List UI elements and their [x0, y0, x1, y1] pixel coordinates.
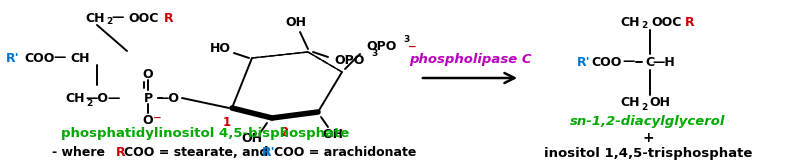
- Text: CH: CH: [620, 15, 640, 29]
- Text: CH: CH: [620, 96, 640, 110]
- Text: COO = stearate, and: COO = stearate, and: [124, 146, 272, 159]
- Text: OOC: OOC: [129, 11, 159, 25]
- Text: OPO: OPO: [367, 40, 397, 53]
- Text: CH: CH: [65, 92, 85, 104]
- Text: sn-1,2-diacylglycerol: sn-1,2-diacylglycerol: [571, 116, 725, 129]
- Text: —: —: [623, 55, 635, 69]
- Text: OH: OH: [242, 132, 262, 144]
- Text: - where: - where: [52, 146, 109, 159]
- Text: O: O: [143, 69, 153, 81]
- Text: 2: 2: [641, 102, 647, 112]
- Text: 2: 2: [86, 98, 92, 108]
- Text: R: R: [685, 15, 695, 29]
- Text: inositol 1,4,5-trisphosphate: inositol 1,4,5-trisphosphate: [544, 148, 752, 160]
- Text: COO: COO: [25, 52, 55, 65]
- Text: —O: —O: [156, 92, 180, 104]
- Text: 2: 2: [106, 17, 112, 27]
- Text: —: —: [111, 11, 124, 25]
- Text: COO: COO: [592, 55, 623, 69]
- Text: CH: CH: [70, 52, 89, 65]
- Text: 3: 3: [372, 50, 378, 58]
- Text: —: —: [54, 52, 66, 65]
- Text: phosphatidylinositol 4,5-bisphosphate: phosphatidylinositol 4,5-bisphosphate: [61, 127, 349, 139]
- Text: OH: OH: [323, 128, 344, 140]
- Text: OPO: OPO: [335, 53, 365, 67]
- Text: CH: CH: [86, 11, 104, 25]
- Text: P: P: [144, 92, 152, 104]
- Text: +: +: [642, 131, 654, 145]
- Text: COO = arachidonate: COO = arachidonate: [274, 146, 416, 159]
- Text: 2: 2: [641, 22, 647, 31]
- Text: R': R': [262, 146, 276, 159]
- Text: HO: HO: [210, 41, 231, 54]
- Text: phospholipase C: phospholipase C: [409, 53, 531, 67]
- Text: 1: 1: [223, 116, 231, 130]
- Text: —O—: —O—: [86, 92, 121, 104]
- Text: 3: 3: [403, 35, 410, 45]
- Text: OOC: OOC: [652, 15, 682, 29]
- Text: OH: OH: [649, 96, 670, 110]
- Text: —H: —H: [652, 55, 675, 69]
- Text: R': R': [6, 52, 20, 65]
- Text: −: −: [152, 113, 162, 123]
- Text: 2: 2: [280, 125, 288, 138]
- Text: O: O: [143, 114, 153, 127]
- Text: R: R: [116, 146, 126, 159]
- Text: OH: OH: [286, 15, 306, 29]
- Text: R': R': [577, 55, 591, 69]
- Text: R: R: [164, 11, 173, 25]
- Text: −: −: [407, 42, 416, 52]
- Text: C: C: [645, 55, 655, 69]
